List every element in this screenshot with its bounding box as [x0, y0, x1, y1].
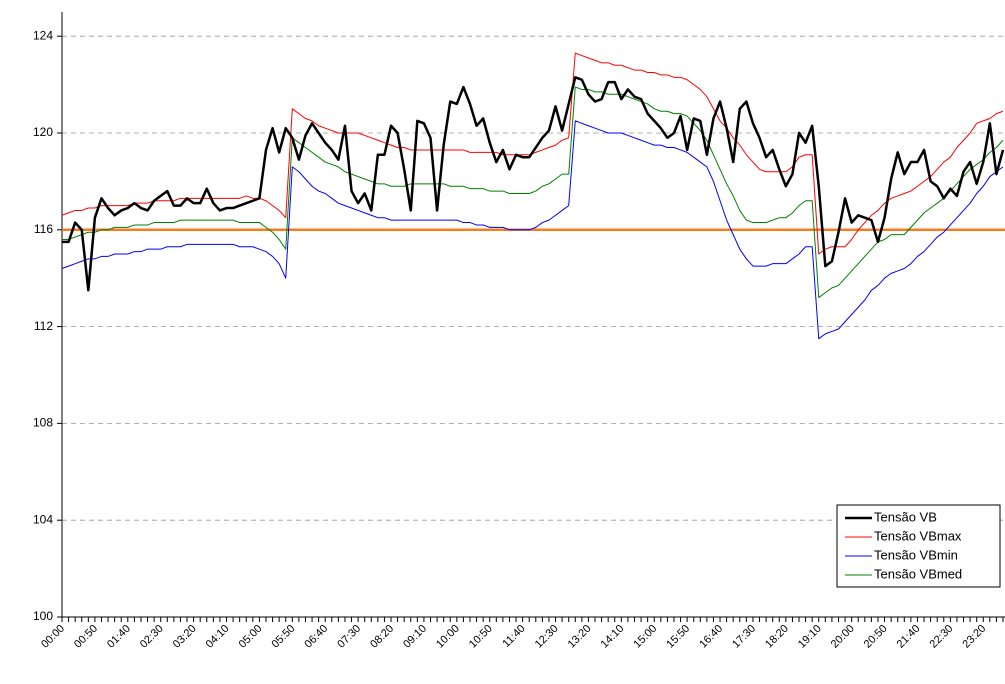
x-tick-label: 04:10: [204, 623, 232, 651]
x-tick-label: 16:40: [697, 623, 725, 651]
x-tick-label: 15:50: [664, 623, 692, 651]
x-tick-label: 09:10: [401, 623, 429, 651]
legend-label: Tensão VBmax: [874, 528, 962, 543]
x-tick-label: 05:50: [269, 623, 297, 651]
x-tick-label: 00:00: [39, 623, 67, 651]
legend-label: Tensão VBmed: [874, 566, 962, 581]
x-tick-label: 12:30: [533, 623, 561, 651]
x-tick-label: 07:30: [335, 623, 363, 651]
series-line: [61, 120, 1004, 340]
x-tick-label: 23:20: [960, 623, 988, 651]
x-tick-label: 15:00: [631, 623, 659, 651]
x-tick-label: 03:20: [171, 623, 199, 651]
y-tick-label: 108: [33, 416, 53, 430]
x-tick-label: 17:30: [730, 623, 758, 651]
x-tick-label: 01:40: [105, 623, 133, 651]
series-line: [62, 76, 1005, 292]
x-tick-label: 10:00: [434, 623, 462, 651]
y-tick-label: 104: [33, 512, 53, 526]
x-tick-label: 13:20: [566, 623, 594, 651]
x-tick-label: 00:50: [72, 623, 100, 651]
x-tick-label: 05:00: [237, 623, 265, 651]
x-tick-label: 21:40: [895, 623, 923, 651]
x-tick-label: 14:10: [599, 623, 627, 651]
y-tick-label: 124: [33, 28, 53, 42]
x-tick-label: 02:30: [138, 623, 166, 651]
y-tick-label: 120: [33, 125, 53, 139]
series-line: [62, 86, 1004, 299]
y-tick-label: 116: [34, 222, 53, 236]
x-tick-label: 08:20: [368, 623, 396, 651]
legend: Tensão VB Tensão VBmax Tensão VBmin Tensão …: [836, 504, 1001, 588]
x-tick-label: 22:30: [928, 623, 956, 651]
x-tick-label: 20:50: [862, 623, 890, 651]
x-tick-label: 10:50: [467, 623, 495, 651]
x-tick-label: 19:10: [796, 623, 824, 651]
x-tick-label: 11:40: [500, 623, 527, 650]
legend-label: Tensão VB: [874, 509, 937, 524]
x-tick-label: 06:40: [302, 623, 330, 651]
legend-label: Tensão VBmin: [874, 547, 958, 562]
y-tick-label: 100: [33, 609, 53, 623]
x-tick-label: 20:00: [829, 623, 857, 651]
x-tick-label: 18:20: [763, 623, 791, 651]
y-tick-label: 112: [34, 319, 53, 333]
